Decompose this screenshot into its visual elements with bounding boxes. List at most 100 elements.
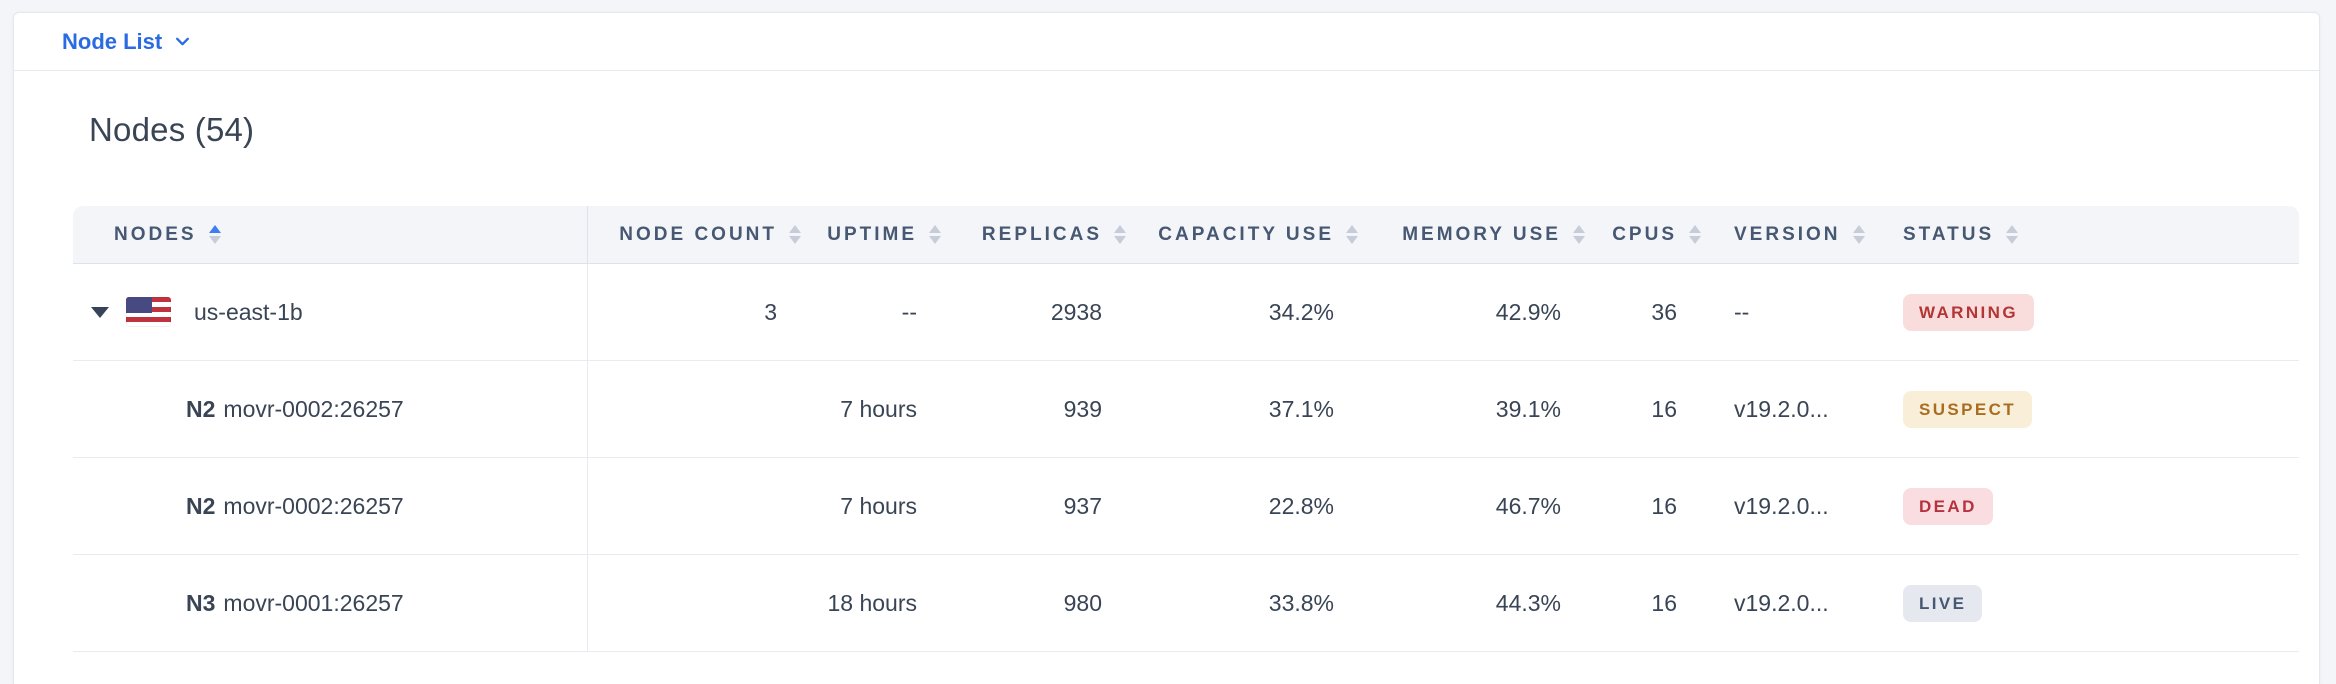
card-header: Node List bbox=[14, 13, 2319, 71]
node-row[interactable]: N2 movr-0002:26257 7 hours 937 22.8% 46.7% 16 v… bbox=[73, 458, 2299, 555]
table-header-row: NODES NODE COUNT UPTIME REPLICAS CAPACITY US… bbox=[73, 206, 2299, 264]
column-header-label: MEMORY USE bbox=[1402, 223, 1561, 245]
column-header-uptime[interactable]: UPTIME bbox=[801, 206, 941, 263]
memory-use-cell: 39.1% bbox=[1495, 395, 1561, 422]
uptime-cell: 7 hours bbox=[840, 395, 917, 422]
sort-desc-arrow bbox=[1573, 236, 1585, 244]
sort-icon bbox=[1114, 225, 1126, 244]
sort-asc-arrow bbox=[2006, 225, 2019, 233]
status-cell: WARNING bbox=[1896, 264, 2299, 360]
replicas-cell: 2938 bbox=[1050, 298, 1102, 325]
node-count-cell bbox=[588, 555, 801, 651]
column-header-label: CAPACITY USE bbox=[1158, 223, 1334, 245]
sort-icon bbox=[1346, 225, 1358, 244]
cpus-cell: 36 bbox=[1651, 298, 1677, 325]
uptime-cell: 7 hours bbox=[840, 492, 917, 519]
version-cell: v19.2.0... bbox=[1734, 395, 1829, 422]
status-badge-dead: DEAD bbox=[1903, 487, 1993, 525]
node-name: N2 movr-0002:26257 bbox=[91, 493, 404, 520]
node-id: N2 bbox=[186, 395, 216, 422]
column-header-label: CPUS bbox=[1612, 223, 1677, 245]
node-name: N2 movr-0002:26257 bbox=[91, 396, 404, 423]
sort-desc-arrow bbox=[1852, 236, 1865, 244]
collapse-caret-icon[interactable] bbox=[91, 306, 109, 318]
sort-asc-arrow bbox=[929, 225, 941, 233]
status-badge-live: LIVE bbox=[1903, 584, 1983, 622]
node-address: movr-0002:26257 bbox=[223, 395, 404, 422]
sort-icon bbox=[1689, 225, 1701, 244]
column-header-label: NODE COUNT bbox=[619, 223, 777, 245]
column-header-replicas[interactable]: REPLICAS bbox=[941, 206, 1126, 263]
memory-use-cell: 46.7% bbox=[1495, 492, 1561, 519]
column-header-status[interactable]: STATUS bbox=[1896, 206, 2299, 263]
cpus-cell: 16 bbox=[1651, 395, 1677, 422]
capacity-use-cell: 22.8% bbox=[1268, 492, 1334, 519]
sort-icon bbox=[208, 225, 221, 244]
region-name: us-east-1b bbox=[194, 298, 303, 325]
column-header-label: REPLICAS bbox=[981, 223, 1102, 245]
sort-icon bbox=[789, 225, 801, 244]
node-row[interactable]: N2 movr-0002:26257 7 hours 939 37.1% 39.1% 16 v… bbox=[73, 361, 2299, 458]
replicas-cell: 939 bbox=[1063, 395, 1102, 422]
sort-asc-arrow bbox=[1346, 225, 1358, 233]
sort-desc-arrow bbox=[929, 236, 941, 244]
node-id: N3 bbox=[186, 589, 216, 616]
sort-asc-arrow bbox=[1852, 225, 1865, 233]
column-header-node-count[interactable]: NODE COUNT bbox=[588, 206, 801, 263]
node-count-cell: 3 bbox=[764, 298, 777, 325]
sort-asc-arrow bbox=[1689, 225, 1701, 233]
uptime-cell: 18 hours bbox=[827, 589, 917, 616]
nodes-name-cell: N2 movr-0002:26257 bbox=[73, 361, 588, 457]
node-name: N3 movr-0001:26257 bbox=[91, 590, 404, 617]
nodes-name-cell: N2 movr-0002:26257 bbox=[73, 458, 588, 554]
cpus-cell: 16 bbox=[1651, 589, 1677, 616]
sort-asc-arrow bbox=[789, 225, 801, 233]
cpus-cell: 16 bbox=[1651, 492, 1677, 519]
sort-desc-arrow bbox=[208, 236, 221, 244]
sort-asc-arrow bbox=[208, 225, 221, 233]
sort-desc-arrow bbox=[1114, 236, 1126, 244]
status-cell: SUSPECT bbox=[1896, 361, 2299, 457]
node-count-cell bbox=[588, 458, 801, 554]
node-count-cell bbox=[588, 361, 801, 457]
column-header-label: STATUS bbox=[1903, 223, 1995, 245]
replicas-cell: 980 bbox=[1063, 589, 1102, 616]
node-address: movr-0002:26257 bbox=[223, 492, 404, 519]
capacity-use-cell: 34.2% bbox=[1268, 298, 1334, 325]
sort-icon bbox=[929, 225, 941, 244]
capacity-use-cell: 37.1% bbox=[1268, 395, 1334, 422]
node-address: movr-0001:26257 bbox=[223, 589, 404, 616]
column-header-label: NODES bbox=[114, 223, 197, 245]
node-row[interactable]: N3 movr-0001:26257 18 hours 980 33.8% 44.3% 16… bbox=[73, 555, 2299, 652]
node-list-card: Node List Nodes (54) NODES NODE COUNT UPTI… bbox=[13, 12, 2320, 684]
status-badge-suspect: SUSPECT bbox=[1903, 390, 2033, 428]
uptime-cell: -- bbox=[901, 298, 917, 325]
column-header-version[interactable]: VERSION bbox=[1701, 206, 1896, 263]
table-body: us-east-1b 3 -- 2938 34.2% 42.9% 36 -- WARNING N2… bbox=[73, 264, 2299, 652]
capacity-use-cell: 33.8% bbox=[1268, 589, 1334, 616]
status-cell: LIVE bbox=[1896, 555, 2299, 651]
column-header-nodes[interactable]: NODES bbox=[73, 206, 588, 263]
chevron-down-icon bbox=[176, 37, 190, 46]
view-selector-label: Node List bbox=[62, 28, 163, 54]
view-selector-dropdown[interactable]: Node List bbox=[62, 29, 191, 55]
memory-use-cell: 42.9% bbox=[1495, 298, 1561, 325]
memory-use-cell: 44.3% bbox=[1495, 589, 1561, 616]
nodes-table: NODES NODE COUNT UPTIME REPLICAS CAPACITY US… bbox=[73, 206, 2299, 652]
sort-desc-arrow bbox=[1689, 236, 1701, 244]
sort-desc-arrow bbox=[2006, 236, 2019, 244]
column-header-label: UPTIME bbox=[827, 223, 917, 245]
column-header-memory-use[interactable]: MEMORY USE bbox=[1358, 206, 1585, 263]
card-body: Nodes (54) NODES NODE COUNT UPTIME REPLICAS… bbox=[14, 111, 2319, 652]
page-title: Nodes (54) bbox=[89, 111, 255, 148]
node-id: N2 bbox=[186, 492, 216, 519]
sort-icon bbox=[2006, 225, 2019, 244]
sort-desc-arrow bbox=[789, 236, 801, 244]
region-row[interactable]: us-east-1b 3 -- 2938 34.2% 42.9% 36 -- WARNING bbox=[73, 264, 2299, 361]
column-header-cpus[interactable]: CPUS bbox=[1585, 206, 1701, 263]
nodes-name-cell: us-east-1b bbox=[73, 264, 588, 360]
version-cell: -- bbox=[1734, 298, 1750, 325]
column-header-capacity-use[interactable]: CAPACITY USE bbox=[1126, 206, 1358, 263]
sort-asc-arrow bbox=[1573, 225, 1585, 233]
sort-icon bbox=[1573, 225, 1585, 244]
